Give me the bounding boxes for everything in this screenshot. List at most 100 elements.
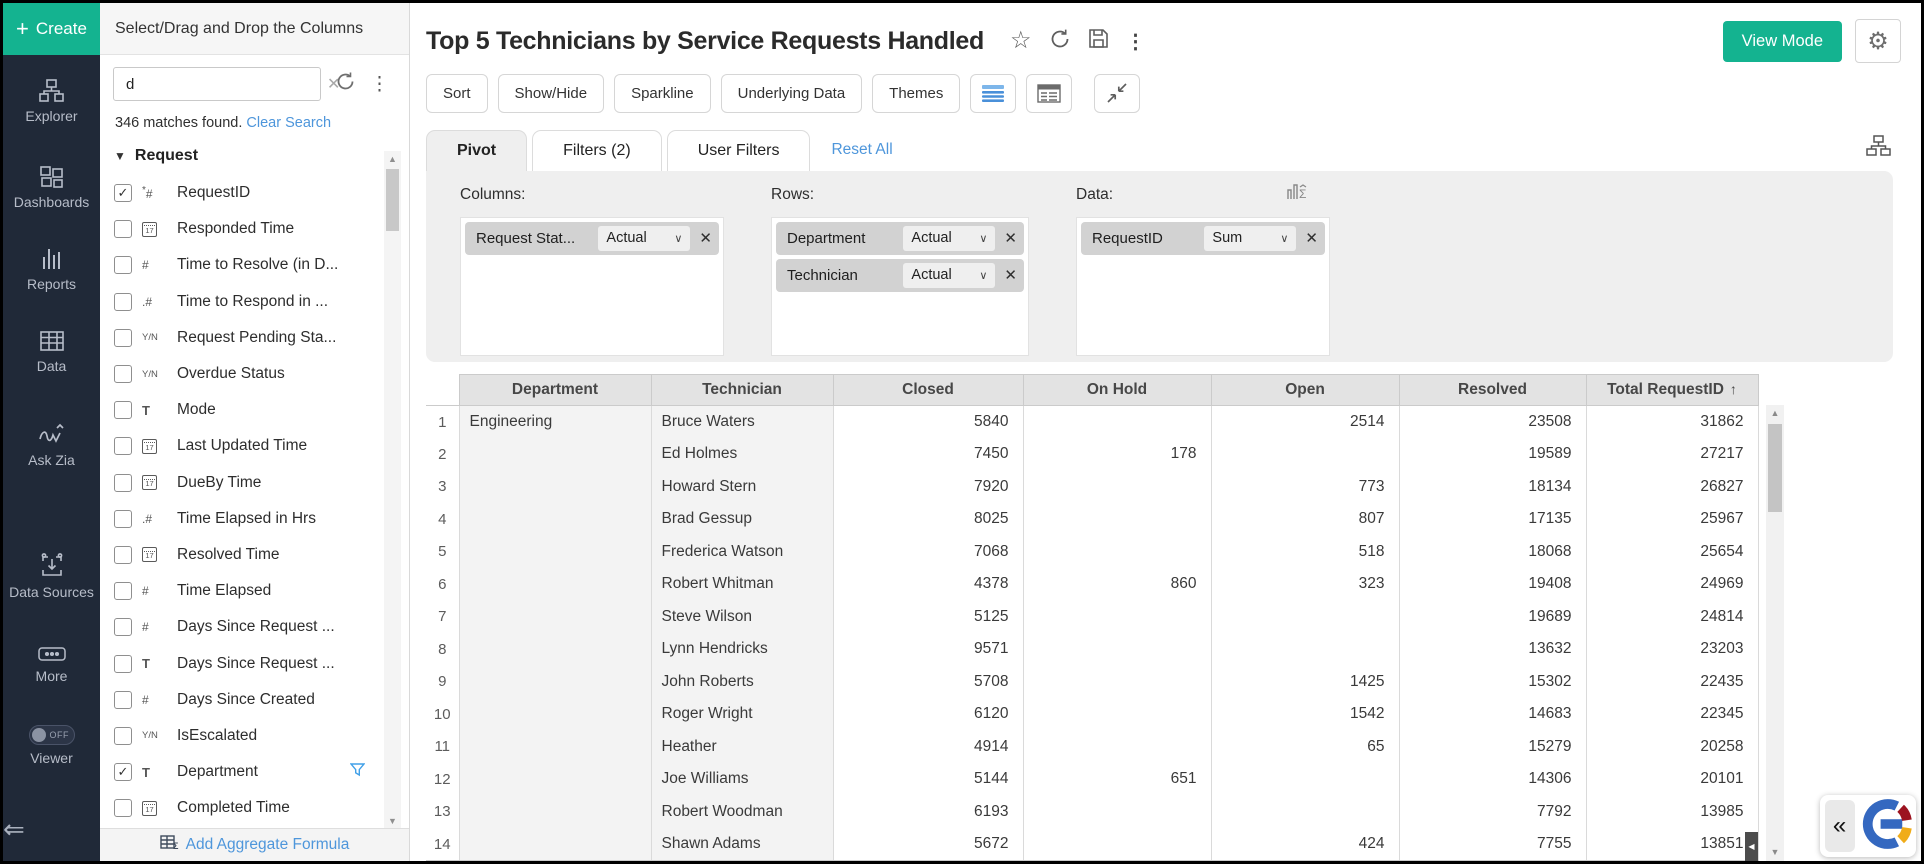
table-vertical-scrollbar[interactable]: ▲ ▼	[1766, 405, 1784, 861]
clear-search-link[interactable]: Clear Search	[246, 115, 331, 131]
aggregate-select[interactable]: Sum∨	[1204, 226, 1296, 251]
collapse-panel-icon[interactable]	[1094, 74, 1140, 113]
tab-filters[interactable]: Filters (2)	[532, 130, 662, 171]
column-header[interactable]: Closed	[833, 375, 1023, 406]
aggregate-select[interactable]: Actual∨	[598, 226, 690, 251]
columns-dropzone[interactable]: Request Stat...Actual∨✕	[460, 217, 724, 356]
search-input[interactable]	[124, 75, 327, 94]
field-checkbox[interactable]	[114, 582, 132, 600]
add-aggregate-formula-button[interactable]: Σ Add Aggregate Formula	[100, 828, 409, 861]
horizontal-scroll-corner[interactable]: ◀	[1745, 832, 1758, 861]
field-checkbox[interactable]	[114, 293, 132, 311]
field-item[interactable]: #Days Since Created	[100, 682, 409, 718]
field-checkbox[interactable]	[114, 691, 132, 709]
field-item[interactable]: 17Resolved Time	[100, 537, 409, 573]
toolbar-button-sparkline[interactable]: Sparkline	[614, 74, 711, 113]
pivot-field-chip[interactable]: RequestIDSum∨✕	[1081, 222, 1325, 255]
remove-chip-icon[interactable]: ✕	[699, 229, 712, 247]
extension-logo-icon[interactable]	[1860, 798, 1912, 855]
field-checkbox[interactable]	[114, 365, 132, 383]
field-item[interactable]: .#Time to Respond in ...	[100, 284, 409, 320]
scrollbar-thumb[interactable]	[1768, 424, 1782, 512]
field-panel-scrollbar[interactable]: ▲ ▼	[384, 151, 401, 829]
scroll-down-icon[interactable]: ▼	[1766, 844, 1784, 860]
sidebar-item-viewer[interactable]: OFF Viewer	[3, 725, 100, 767]
hierarchy-icon[interactable]	[1866, 135, 1891, 161]
field-item[interactable]: TDays Since Request ...	[100, 645, 409, 681]
remove-chip-icon[interactable]: ✕	[1305, 229, 1318, 247]
sidebar-item-explorer[interactable]: Explorer	[3, 79, 100, 125]
toolbar-button-underlying-data[interactable]: Underlying Data	[721, 74, 863, 113]
scroll-down-icon[interactable]: ▼	[384, 813, 401, 829]
scroll-up-icon[interactable]: ▲	[1766, 405, 1784, 421]
favorite-star-icon[interactable]: ☆	[1010, 29, 1032, 53]
field-checkbox[interactable]	[114, 474, 132, 492]
field-item[interactable]: #Days Since Request ...	[100, 609, 409, 645]
remove-chip-icon[interactable]: ✕	[1004, 229, 1017, 247]
column-header[interactable]: Open	[1211, 375, 1399, 406]
field-checkbox[interactable]: ✓	[114, 184, 132, 202]
field-item[interactable]: Y/NOverdue Status	[100, 356, 409, 392]
section-request[interactable]: ▼ Request	[114, 147, 409, 165]
filter-icon[interactable]	[350, 763, 365, 782]
aggregate-select[interactable]: Actual∨	[903, 263, 995, 288]
sidebar-item-data[interactable]: Data	[3, 329, 100, 375]
field-checkbox[interactable]	[114, 799, 132, 817]
reset-all-link[interactable]: Reset All	[831, 141, 892, 159]
toolbar-button-show-hide[interactable]: Show/Hide	[498, 74, 605, 113]
collapse-widget-button[interactable]: «	[1825, 800, 1855, 852]
sidebar-item-data-sources[interactable]: Data Sources	[3, 553, 100, 601]
pivot-field-chip[interactable]: DepartmentActual∨✕	[776, 222, 1024, 255]
save-icon[interactable]	[1088, 28, 1109, 54]
field-checkbox[interactable]	[114, 727, 132, 745]
pivot-field-chip[interactable]: Request Stat...Actual∨✕	[465, 222, 719, 255]
sidebar-item-ask-zia[interactable]: Ask Zia	[3, 423, 100, 469]
field-item[interactable]: .#Time Elapsed in Hrs	[100, 501, 409, 537]
field-item[interactable]: Y/NIsEscalated	[100, 718, 409, 754]
field-item[interactable]: ✓*#RequestID	[100, 175, 409, 211]
field-checkbox[interactable]: ✓	[114, 763, 132, 781]
field-item[interactable]: 17Completed Time	[100, 790, 409, 823]
toolbar-button-sort[interactable]: Sort	[426, 74, 488, 113]
settings-gear-icon[interactable]: ⚙	[1855, 19, 1901, 63]
search-input-box[interactable]: ✕	[113, 67, 321, 101]
scrollbar-thumb[interactable]	[386, 169, 399, 231]
grid-view-dark-button[interactable]	[1026, 74, 1072, 113]
column-header[interactable]: Resolved	[1399, 375, 1586, 406]
scroll-up-icon[interactable]: ▲	[384, 151, 401, 167]
sidebar-item-reports[interactable]: Reports	[3, 247, 100, 293]
collapse-sidebar-icon[interactable]: ⇐	[3, 814, 100, 845]
field-checkbox[interactable]	[114, 256, 132, 274]
field-checkbox[interactable]	[114, 401, 132, 419]
field-item[interactable]: ✓TDepartment	[100, 754, 409, 790]
view-mode-button[interactable]: View Mode	[1723, 21, 1842, 62]
field-item[interactable]: 17Last Updated Time	[100, 428, 409, 464]
data-dropzone[interactable]: RequestIDSum∨✕	[1076, 217, 1330, 356]
tab-user-filters[interactable]: User Filters	[667, 130, 811, 171]
field-checkbox[interactable]	[114, 546, 132, 564]
pivot-field-chip[interactable]: TechnicianActual∨✕	[776, 259, 1024, 292]
toolbar-button-themes[interactable]: Themes	[872, 74, 960, 113]
column-header[interactable]: Technician	[651, 375, 833, 406]
create-button[interactable]: + Create	[3, 3, 100, 55]
field-options-kebab-icon[interactable]: ⋮	[370, 75, 389, 94]
field-checkbox[interactable]	[114, 329, 132, 347]
sidebar-item-dashboards[interactable]: Dashboards	[3, 165, 100, 211]
more-options-kebab-icon[interactable]: ⋮	[1126, 29, 1146, 54]
field-item[interactable]: 17Responded Time	[100, 211, 409, 247]
chart-sigma-icon[interactable]: Σ	[1286, 184, 1308, 205]
field-checkbox[interactable]	[114, 437, 132, 455]
field-checkbox[interactable]	[114, 510, 132, 528]
viewer-toggle[interactable]: OFF	[29, 725, 75, 745]
column-header[interactable]: On Hold	[1023, 375, 1211, 406]
field-item[interactable]: 17DueBy Time	[100, 465, 409, 501]
aggregate-select[interactable]: Actual∨	[903, 226, 995, 251]
rows-dropzone[interactable]: DepartmentActual∨✕TechnicianActual∨✕	[771, 217, 1029, 356]
column-header[interactable]: Department	[459, 375, 651, 406]
field-item[interactable]: #Time Elapsed	[100, 573, 409, 609]
grid-view-blue-button[interactable]	[970, 74, 1016, 113]
column-header[interactable]: Total RequestID↑	[1586, 375, 1758, 406]
sidebar-item-more[interactable]: More	[3, 645, 100, 685]
refresh-fields-icon[interactable]	[335, 71, 356, 97]
field-checkbox[interactable]	[114, 655, 132, 673]
